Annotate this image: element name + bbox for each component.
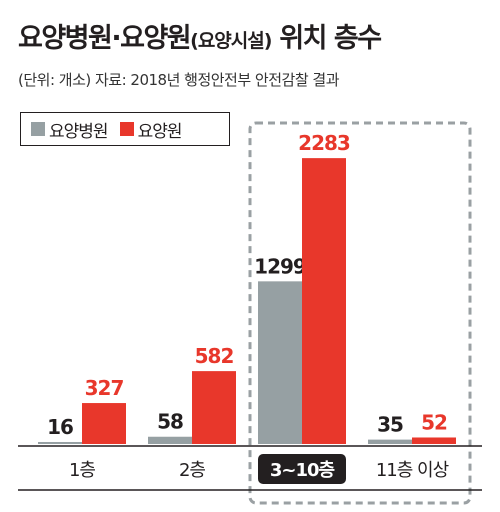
legend-item-hospital: 요양병원 <box>31 117 109 142</box>
bar-hospital-1 <box>148 436 192 444</box>
value-label-hospital-0: 16 <box>47 415 73 439</box>
chart-subtitle: (단위: 개소) 자료: 2018년 행정안전부 안전감찰 결과 <box>18 71 340 89</box>
category-label-3: 11층 이상 <box>376 460 449 481</box>
title-tail: 위치 층수 <box>279 23 382 54</box>
legend-label-facility: 요양원 <box>137 121 183 142</box>
legend-swatch-hospital <box>31 122 45 136</box>
legend: 요양병원 요양원 <box>20 112 230 146</box>
legend-swatch-facility <box>119 122 134 136</box>
value-label-hospital-3: 35 <box>377 413 403 437</box>
chart-title: 요양병원·요양원(요양시설) 위치 층수 <box>18 16 382 55</box>
value-label-facility-0: 327 <box>85 376 124 400</box>
bar-hospital-2 <box>258 281 302 444</box>
category-label-1: 2층 <box>179 460 205 481</box>
bar-facility-1 <box>192 371 236 444</box>
value-label-hospital-2: 1299 <box>254 254 306 278</box>
bar-hospital-3 <box>368 439 412 444</box>
bar-facility-2 <box>302 158 346 444</box>
bar-facility-3 <box>412 437 456 444</box>
value-label-facility-3: 52 <box>421 410 447 434</box>
category-highlight-bg <box>258 454 346 484</box>
title-main: 요양병원·요양원 <box>18 23 192 54</box>
bar-facility-0 <box>82 403 126 444</box>
bar-hospital-0 <box>38 441 82 444</box>
title-sub: (요양시설) <box>190 30 272 52</box>
category-label-0: 1층 <box>69 460 95 481</box>
value-label-facility-1: 582 <box>195 344 234 368</box>
legend-label-hospital: 요양병원 <box>49 121 109 142</box>
legend-item-facility: 요양원 <box>119 117 183 142</box>
value-label-hospital-1: 58 <box>157 410 183 434</box>
highlight-box <box>248 121 472 505</box>
category-label-2: 3~10층 <box>270 460 335 481</box>
value-label-facility-2: 2283 <box>298 131 350 155</box>
